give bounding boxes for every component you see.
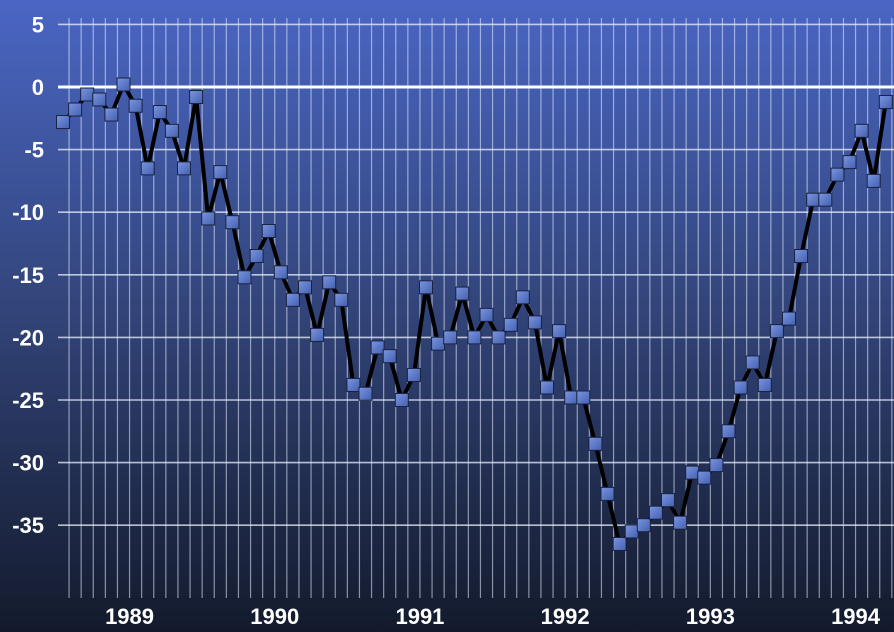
data-point-marker — [818, 192, 833, 207]
y-tick-label: -20 — [12, 325, 44, 350]
data-point-marker — [298, 280, 312, 295]
data-point-marker — [636, 518, 651, 533]
y-tick-label: -25 — [12, 388, 44, 413]
y-tick-label: -10 — [12, 200, 44, 225]
data-point-marker — [733, 380, 748, 395]
data-point-marker — [419, 280, 433, 295]
data-point-marker — [552, 324, 567, 339]
x-tick-label: 1989 — [105, 604, 154, 629]
data-point-marker — [164, 123, 179, 138]
data-point-marker — [769, 324, 784, 339]
data-point-marker — [588, 436, 603, 451]
data-point-marker — [600, 486, 615, 501]
data-point-marker — [806, 192, 821, 207]
data-point-marker — [431, 336, 446, 351]
data-point-marker — [92, 92, 107, 107]
data-point-marker — [394, 393, 409, 407]
x-tick-label: 1990 — [250, 604, 299, 629]
data-point-marker — [794, 249, 809, 264]
data-point-marker — [673, 515, 688, 530]
data-point-marker — [757, 377, 772, 392]
data-point-marker — [661, 493, 675, 508]
data-point-marker — [225, 215, 240, 230]
data-point-marker — [334, 292, 349, 307]
y-axis-ticks: 5 0 -5 -10 -15 -20 -25 -30 -35 — [12, 12, 44, 538]
data-point-marker — [697, 470, 712, 485]
y-tick-label: -35 — [12, 513, 44, 538]
x-tick-label: 1993 — [686, 604, 735, 629]
data-point-marker — [152, 105, 167, 120]
data-point-marker — [491, 330, 506, 345]
data-point-marker — [310, 327, 325, 342]
data-point-marker — [358, 386, 373, 401]
data-point-marker — [261, 223, 276, 238]
data-point-marker — [382, 349, 397, 364]
y-tick-label: -30 — [12, 451, 44, 476]
data-point-marker — [213, 165, 228, 180]
data-point-marker — [854, 123, 869, 138]
data-point-marker — [830, 167, 845, 182]
data-point-marker — [709, 458, 724, 473]
data-point-marker — [237, 270, 252, 285]
data-point-marker — [721, 424, 736, 439]
data-point-marker — [104, 107, 119, 122]
x-tick-label: 1992 — [541, 604, 590, 629]
data-point-marker — [503, 317, 518, 332]
data-point-marker — [685, 465, 700, 480]
data-point-marker — [527, 315, 542, 330]
data-point-marker — [68, 102, 83, 117]
data-point-marker — [443, 330, 458, 345]
data-point-marker — [479, 307, 494, 322]
x-tick-label: 1994 — [831, 604, 881, 629]
data-point-marker — [80, 87, 95, 102]
data-point-marker — [56, 115, 70, 130]
series — [56, 77, 893, 551]
data-point-marker — [177, 161, 191, 176]
y-tick-label: 0 — [32, 75, 44, 100]
data-point-marker — [370, 340, 385, 355]
data-point-marker — [128, 98, 143, 113]
data-point-marker — [322, 275, 337, 290]
data-point-marker — [612, 536, 627, 551]
data-point-marker — [540, 380, 554, 395]
x-axis-ticks: 1989 1990 1991 1992 1993 1994 — [105, 604, 881, 629]
y-tick-label: 5 — [32, 12, 44, 37]
data-point-marker — [515, 290, 530, 305]
data-point-marker — [273, 265, 288, 280]
data-point-marker — [249, 249, 264, 264]
data-point-marker — [189, 90, 204, 105]
data-point-marker — [285, 292, 300, 307]
data-point-marker — [745, 355, 760, 370]
data-point-marker — [624, 524, 639, 539]
data-point-marker — [564, 390, 579, 405]
data-point-marker — [140, 161, 155, 176]
data-point-marker — [842, 155, 857, 170]
data-point-marker — [455, 286, 470, 301]
data-point-marker — [467, 330, 482, 345]
y-tick-label: -15 — [12, 263, 44, 288]
data-point-marker — [866, 173, 881, 188]
data-point-marker — [201, 211, 216, 226]
x-tick-label: 1991 — [395, 604, 444, 629]
data-point-marker — [116, 77, 131, 92]
data-point-marker — [782, 311, 796, 326]
data-point-marker — [648, 505, 663, 520]
data-point-marker — [878, 95, 893, 110]
y-tick-label: -5 — [24, 138, 44, 163]
data-point-marker — [406, 367, 421, 382]
data-point-marker — [346, 377, 361, 392]
data-point-marker — [576, 390, 591, 405]
